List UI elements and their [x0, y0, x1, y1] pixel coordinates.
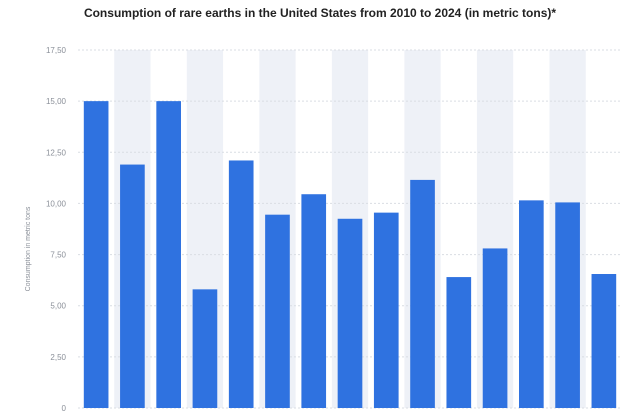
- y-tick-labels: 0 2,50 5,00 7,50 10,00 12,50 15,00 17,50: [46, 46, 67, 413]
- bar-2010[interactable]: [83, 101, 109, 409]
- y-tick-label: 7,50: [50, 251, 66, 260]
- bar-2017[interactable]: [337, 218, 363, 408]
- bar-2023[interactable]: [555, 202, 580, 408]
- bar-2019[interactable]: [410, 179, 435, 408]
- y-tick-label: 10,00: [46, 199, 67, 208]
- y-tick-label: 12,50: [46, 148, 67, 157]
- bar-2018[interactable]: [373, 212, 399, 408]
- y-tick-label: 2,50: [50, 353, 66, 362]
- bar-2022[interactable]: [519, 200, 544, 408]
- bars: [83, 101, 617, 409]
- bar-2016[interactable]: [301, 194, 327, 408]
- y-tick-label: 17,50: [46, 46, 67, 55]
- chart-title: Consumption of rare earths in the United…: [83, 6, 557, 20]
- y-tick-label: 0: [62, 404, 67, 413]
- bar-2024[interactable]: [591, 274, 617, 408]
- bar-2015[interactable]: [265, 214, 290, 408]
- bar-2012[interactable]: [156, 101, 181, 409]
- bar-2020[interactable]: [446, 277, 472, 408]
- bar-2021[interactable]: [482, 248, 508, 408]
- bar-2014[interactable]: [228, 160, 254, 408]
- bar-2011[interactable]: [120, 164, 145, 408]
- y-tick-label: 5,00: [50, 302, 66, 311]
- y-axis-label: Consumption in metric tons: [25, 206, 32, 291]
- bar-2013[interactable]: [192, 289, 218, 408]
- y-tick-label: 15,00: [46, 97, 67, 106]
